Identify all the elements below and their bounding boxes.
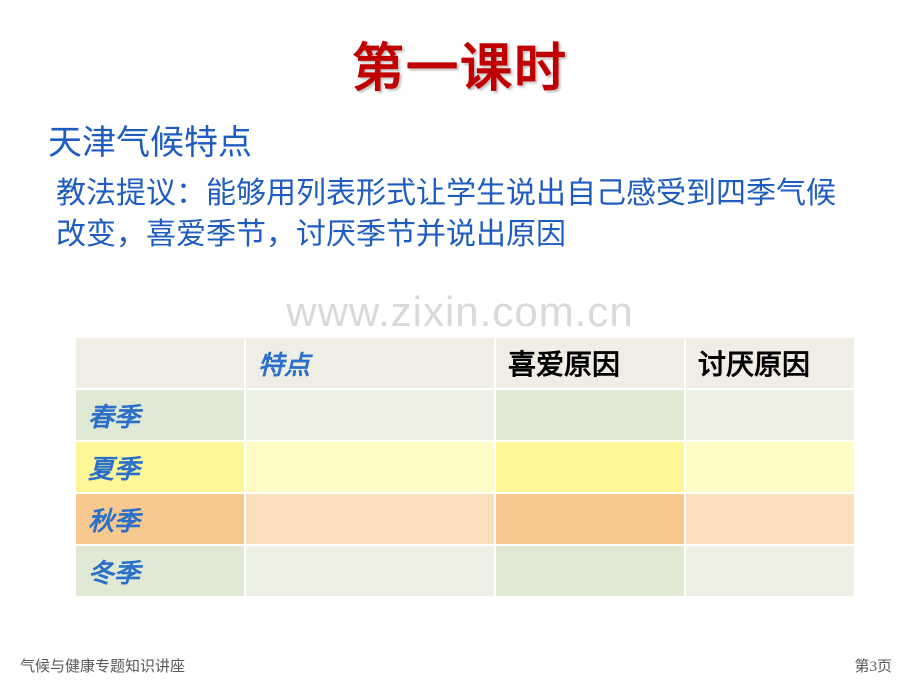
winter-dislike [685,545,855,597]
winter-feature [245,545,495,597]
table-row: 春季 [75,389,855,441]
autumn-like [495,493,685,545]
season-summer-label: 夏季 [75,441,245,493]
header-feature: 特点 [245,337,495,389]
season-spring-label: 春季 [75,389,245,441]
autumn-feature [245,493,495,545]
footer-left: 气候与健康专题知识讲座 [20,655,185,676]
season-winter-label: 冬季 [75,545,245,597]
table: 特点 喜爱原因 讨厌原因 春季 夏季 秋季 [74,336,856,598]
table-row: 秋季 [75,493,855,545]
seasons-table: 特点 喜爱原因 讨厌原因 春季 夏季 秋季 [74,336,854,598]
table-row: 冬季 [75,545,855,597]
header-blank [75,337,245,389]
autumn-dislike [685,493,855,545]
slide: 第一课时 天津气候特点 教法提议：能够用列表形式让学生说出自己感受到四季气候改变… [0,0,920,690]
section-subtitle: 天津气候特点 [0,101,920,164]
winter-like [495,545,685,597]
table-header-row: 特点 喜爱原因 讨厌原因 [75,337,855,389]
header-dislike: 讨厌原因 [685,337,855,389]
summer-feature [245,441,495,493]
spring-dislike [685,389,855,441]
spring-like [495,389,685,441]
summer-dislike [685,441,855,493]
teaching-hint: 教法提议：能够用列表形式让学生说出自己感受到四季气候改变，喜爱季节，讨厌季节并说… [0,164,920,255]
header-like: 喜爱原因 [495,337,685,389]
table-row: 夏季 [75,441,855,493]
lesson-title: 第一课时 [0,0,920,101]
spring-feature [245,389,495,441]
season-autumn-label: 秋季 [75,493,245,545]
watermark-text: www.zixin.com.cn [0,288,920,336]
summer-like [495,441,685,493]
footer-right: 第3页 [854,655,892,676]
